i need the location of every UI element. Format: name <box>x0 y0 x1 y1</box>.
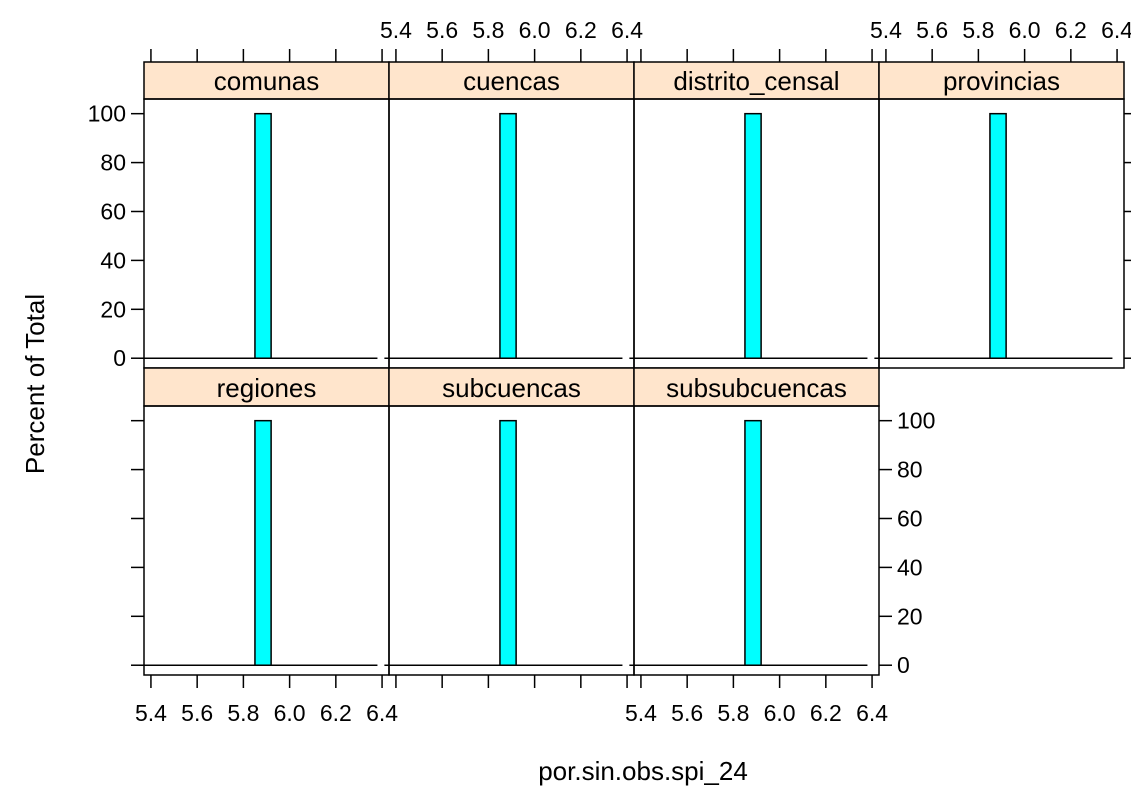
x-axis-label: por.sin.obs.spi_24 <box>538 756 748 786</box>
x-tick-label-bottom-col2-2: 5.8 <box>717 700 749 726</box>
strip-label-cuencas: cuencas <box>463 66 560 96</box>
x-tick-label-bottom-col0-2: 5.8 <box>227 700 259 726</box>
x-tick-label-top-col3-3: 6.0 <box>1009 17 1041 43</box>
strip-comunas <box>143 61 390 100</box>
panel-regiones: regiones <box>139 367 390 676</box>
x-tick-label-bottom-col0-0: 5.4 <box>135 700 167 726</box>
y-tick-label-left-row0-4: 80 <box>100 150 126 176</box>
y-tick-label-left-row0-2: 40 <box>100 247 126 273</box>
strip-label-subsubcuencas: subsubcuencas <box>666 373 847 403</box>
axes-group: 5.4 5.6 5.8 6.0 6.2 6.4 5.4 5.6 5.8 6.0 6.2 6.4 5.4 5… <box>88 17 1131 726</box>
x-tick-label-bottom-col0-5: 6.4 <box>366 700 398 726</box>
strip-subcuencas <box>388 367 635 407</box>
strip-subsubcuencas <box>633 367 880 407</box>
bar-regiones <box>254 419 272 666</box>
strip-provincias <box>878 61 1125 100</box>
y-tick-label-left-row0-1: 20 <box>100 296 126 322</box>
y-tick-label-left-row0-3: 60 <box>100 198 126 224</box>
panel-distrito_censal: distrito_censal <box>629 61 880 369</box>
panel-subsubcuencas: subsubcuencas <box>629 367 880 676</box>
bar-subcuencas <box>499 419 517 666</box>
x-tick-label-bottom-col2-5: 6.4 <box>856 700 888 726</box>
strip-label-provincias: provincias <box>943 66 1060 96</box>
x-tick-label-top-col1-1: 5.6 <box>426 17 458 43</box>
x-tick-label-bottom-col0-4: 6.2 <box>320 700 352 726</box>
strip-label-comunas: comunas <box>214 66 320 96</box>
panel-frame-subsubcuencas <box>633 405 880 676</box>
y-axis-label: Percent of Total <box>20 294 50 474</box>
bar-distrito_censal <box>744 112 762 359</box>
bar-provincias <box>989 112 1007 359</box>
bar-comunas <box>254 112 272 359</box>
y-tick-label-right-row1-2: 40 <box>897 554 923 580</box>
x-tick-label-top-col3-4: 6.2 <box>1055 17 1087 43</box>
y-tick-label-right-row1-3: 60 <box>897 505 923 531</box>
y-tick-label-right-row1-1: 20 <box>897 603 923 629</box>
strip-label-subcuencas: subcuencas <box>442 373 581 403</box>
panel-cuencas: cuencas <box>384 61 635 369</box>
x-tick-label-top-col1-5: 6.4 <box>611 17 643 43</box>
y-tick-label-right-row1-5: 100 <box>897 408 935 434</box>
y-tick-label-left-row0-5: 100 <box>88 101 126 127</box>
x-tick-label-top-col1-0: 5.4 <box>380 17 412 43</box>
y-tick-label-left-row0-0: 0 <box>113 345 126 371</box>
panels-group: comunas cuencas distrito_censal provincias r… <box>88 17 1131 726</box>
x-tick-label-bottom-col2-3: 6.0 <box>764 700 796 726</box>
x-tick-label-top-col1-4: 6.2 <box>565 17 597 43</box>
x-tick-label-top-col3-1: 5.6 <box>916 17 948 43</box>
x-tick-label-top-col3-0: 5.4 <box>870 17 902 43</box>
bar-subsubcuencas <box>744 419 762 666</box>
y-tick-label-right-row1-4: 80 <box>897 457 923 483</box>
bar-cuencas <box>499 112 517 359</box>
x-tick-label-bottom-col0-3: 6.0 <box>274 700 306 726</box>
x-tick-label-top-col1-2: 5.8 <box>472 17 504 43</box>
x-tick-label-top-col3-5: 6.4 <box>1101 17 1131 43</box>
strip-label-distrito_censal: distrito_censal <box>673 66 839 96</box>
x-tick-label-bottom-col2-4: 6.2 <box>810 700 842 726</box>
y-tick-label-right-row1-0: 0 <box>897 652 910 678</box>
panel-provincias: provincias <box>874 61 1125 369</box>
x-tick-label-bottom-col2-0: 5.4 <box>625 700 657 726</box>
x-tick-label-top-col3-2: 5.8 <box>962 17 994 43</box>
x-tick-label-bottom-col2-1: 5.6 <box>671 700 703 726</box>
strip-label-regiones: regiones <box>217 373 317 403</box>
panel-frame-provincias <box>878 98 1125 369</box>
panel-subcuencas: subcuencas <box>384 367 635 676</box>
x-tick-label-top-col1-3: 6.0 <box>519 17 551 43</box>
x-tick-label-bottom-col0-1: 5.6 <box>181 700 213 726</box>
panel-comunas: comunas <box>139 61 390 369</box>
